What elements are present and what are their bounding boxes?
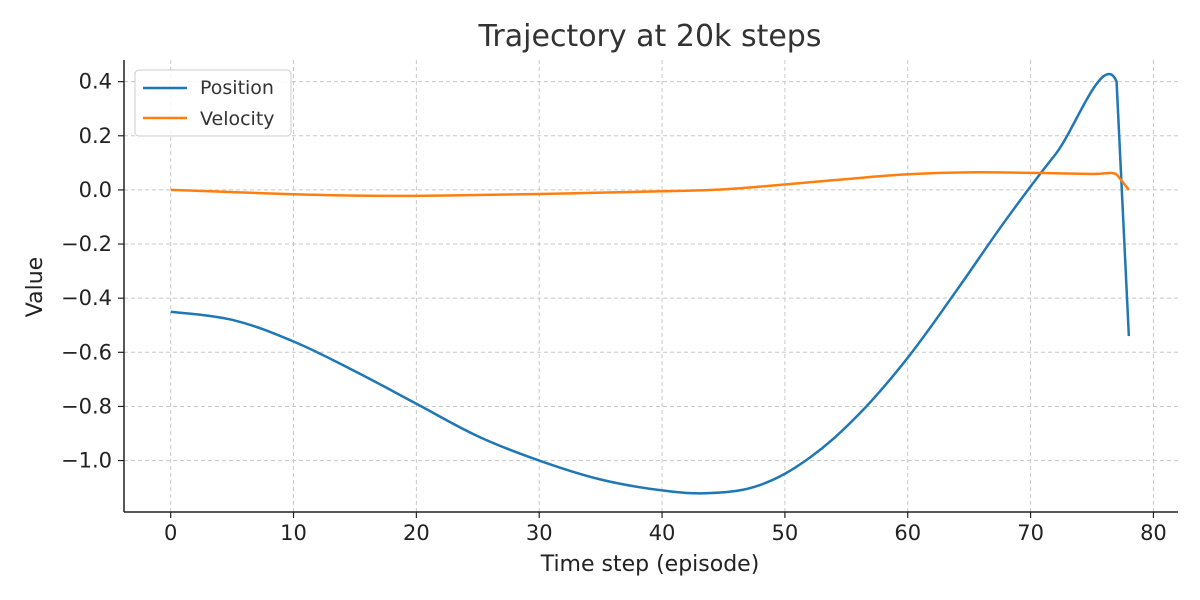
x-axis-label: Time step (episode)	[540, 552, 760, 577]
legend-label-position: Position	[200, 77, 274, 99]
x-tick-label: 10	[280, 521, 307, 545]
y-tick-label: −1.0	[61, 449, 112, 473]
grid	[124, 60, 1178, 512]
legend: Position Velocity	[134, 69, 292, 137]
x-tick-label: 0	[164, 521, 177, 545]
y-tick-label: 0.2	[79, 124, 112, 148]
y-tick-label: 0.0	[79, 178, 112, 202]
x-tick-label: 40	[649, 521, 676, 545]
ticks: 0 10 20 30 40 50 60 70 80 0.4 0.2 0.0 −0.2 −0.4 −0.6 −0…	[61, 70, 1167, 545]
y-axis-label: Value	[23, 257, 48, 317]
x-tick-label: 20	[403, 521, 430, 545]
series-line-position	[170, 72, 1131, 495]
chart-title: Trajectory at 20k steps	[478, 19, 822, 54]
x-tick-label: 80	[1140, 521, 1167, 545]
x-tick-label: 70	[1017, 521, 1044, 545]
y-tick-label: −0.6	[61, 340, 112, 364]
y-tick-label: −0.2	[61, 232, 112, 256]
y-tick-label: 0.4	[79, 70, 112, 94]
x-tick-label: 60	[894, 521, 921, 545]
x-tick-label: 50	[772, 521, 799, 545]
y-tick-label: −0.8	[61, 394, 112, 418]
legend-label-velocity: Velocity	[200, 108, 275, 130]
y-tick-label: −0.4	[61, 286, 112, 310]
x-tick-label: 30	[526, 521, 553, 545]
legend-box	[134, 69, 292, 137]
series	[170, 72, 1131, 495]
series-line-velocity	[170, 171, 1130, 198]
